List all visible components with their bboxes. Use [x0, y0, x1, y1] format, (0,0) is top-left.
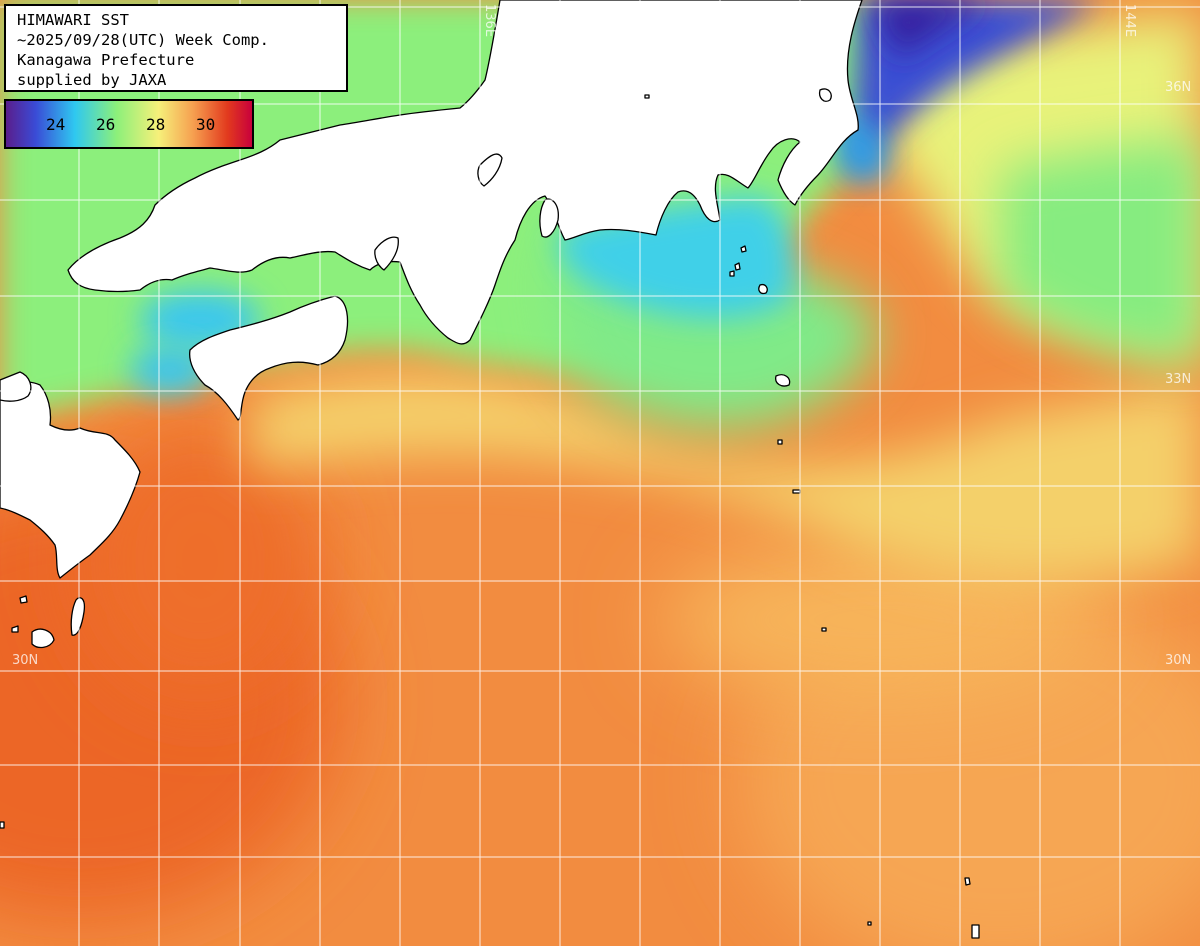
- title-box: HIMAWARI SST ~2025/09/28(UTC) Week Comp.…: [4, 4, 348, 92]
- title-line-product: HIMAWARI SST: [17, 11, 129, 29]
- lon-label-144e: 144E: [1122, 4, 1137, 38]
- izu-oshima: [758, 283, 768, 295]
- noto-islet: [477, 153, 503, 187]
- kyushu-landmass: [0, 381, 141, 579]
- lat-label-36n: 36N: [1165, 80, 1192, 95]
- lat-label-30n-left: 30N: [12, 653, 39, 668]
- awaji-island: [374, 236, 399, 271]
- yakushima: [31, 628, 55, 649]
- legend-tick-24: 24: [46, 115, 66, 134]
- legend-tick-30: 30: [196, 115, 216, 134]
- title-line-date: ~2025/09/28(UTC) Week Comp.: [17, 31, 269, 49]
- title-line-org: Kanagawa Prefecture: [17, 51, 195, 69]
- hachijojima: [775, 374, 791, 387]
- chita-peninsula: [539, 198, 559, 238]
- legend-tick-28: 28: [146, 115, 166, 134]
- land: [0, 0, 980, 939]
- shikoku-landmass: [189, 295, 349, 421]
- color-legend: 24 26 28 30: [4, 99, 254, 149]
- honshu-landmass: [67, 0, 863, 345]
- legend-tick-26: 26: [96, 115, 116, 134]
- kyushu-northwest: [0, 371, 32, 402]
- lat-label-33n: 33N: [1165, 372, 1192, 387]
- title-line-credit: supplied by JAXA: [17, 71, 167, 89]
- lon-label-136e: 136E: [482, 4, 497, 38]
- legend-gradient-bar: [6, 101, 252, 147]
- lat-label-30n-right: 30N: [1165, 653, 1192, 668]
